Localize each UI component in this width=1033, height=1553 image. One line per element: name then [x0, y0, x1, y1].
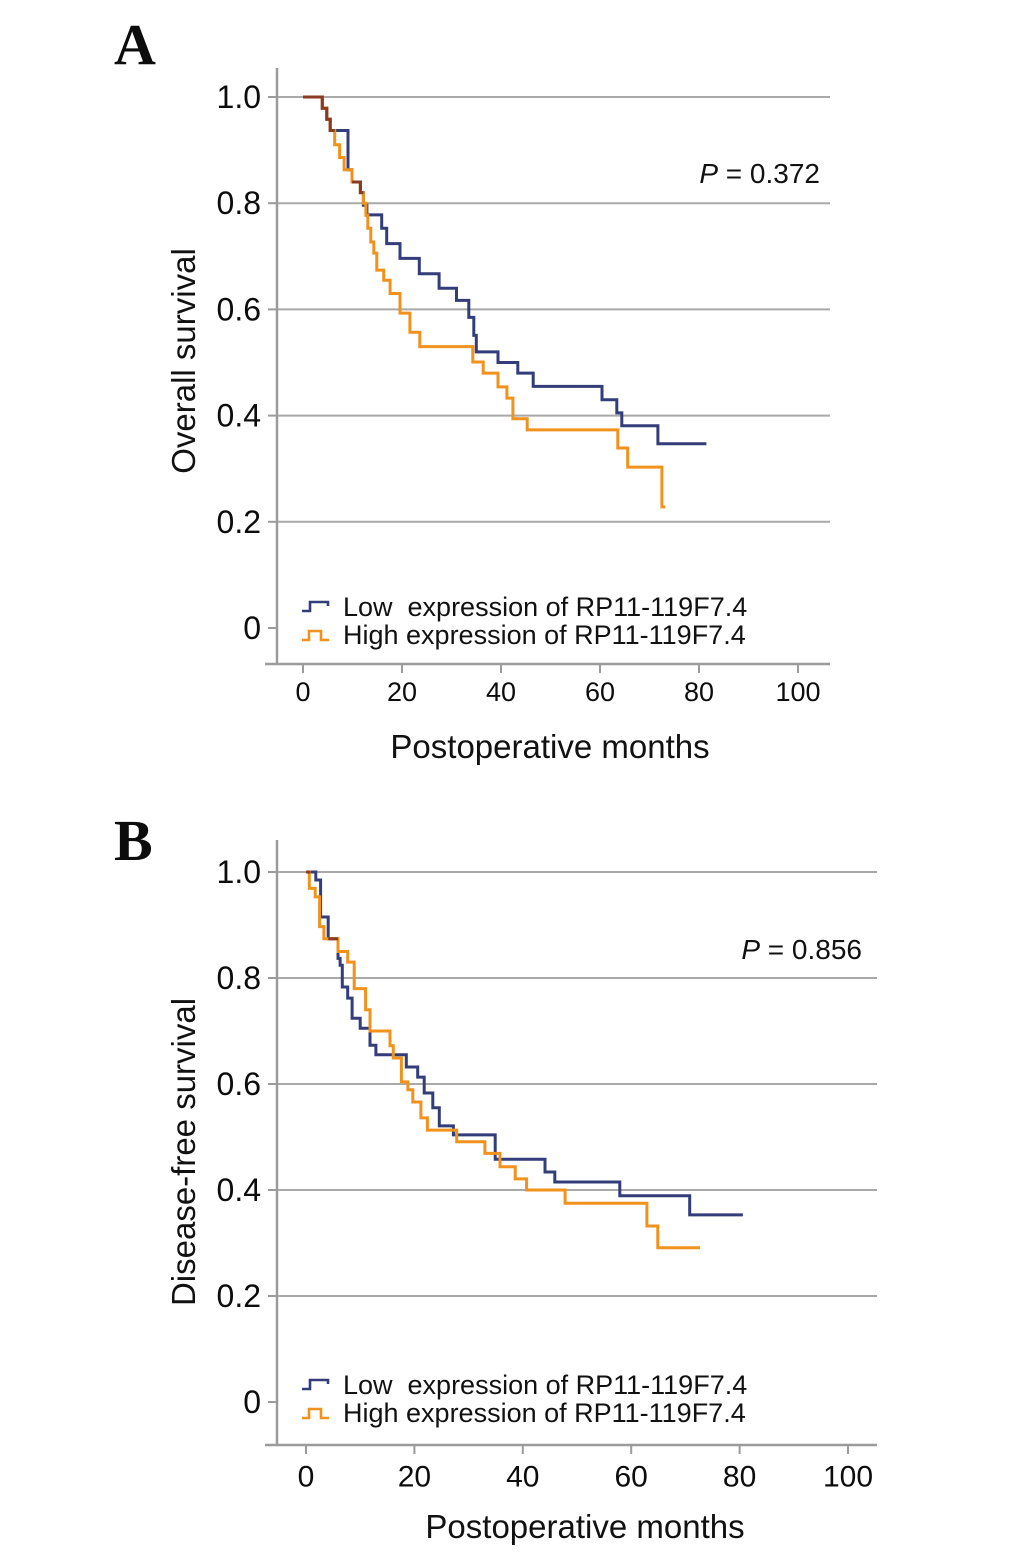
high-expression-curve-b: [306, 870, 700, 1250]
panel-b-letter: B: [114, 808, 153, 873]
x-tick-label: 20: [398, 1461, 431, 1494]
high-series-step-icon: [302, 629, 329, 642]
panel-b-y-axis-title: Disease-free survival: [165, 997, 202, 1307]
x-tick-label: 20: [387, 677, 417, 707]
legend-label-low: Low expression of RP11-119F7.4: [343, 592, 748, 622]
x-tick-label: 80: [723, 1461, 756, 1494]
legend-label-low: Low expression of RP11-119F7.4: [343, 1370, 748, 1400]
p-value-text: = 0.856: [760, 934, 862, 965]
x-tick-label: 0: [298, 1461, 315, 1494]
panel-a-y-axis-title: Overall survival: [165, 248, 202, 474]
y-tick-label: 1.0: [217, 79, 261, 115]
panel-a-p-value: P = 0.372: [668, 123, 820, 225]
y-tick-label: 0.2: [217, 1278, 261, 1314]
x-tick-label: 60: [585, 677, 615, 707]
legend-label-high: High expression of RP11-119F7.4: [343, 620, 746, 650]
y-tick-label: 0.8: [217, 185, 261, 221]
panel-b-legend-row-low: Low expression of RP11-119F7.4: [300, 1369, 747, 1401]
x-tick-label: 40: [506, 1461, 539, 1494]
p-symbol: P: [741, 934, 761, 965]
curves-overlap-segment-a: [352, 180, 364, 195]
x-tick-label: 80: [684, 677, 714, 707]
y-tick-label: 0.6: [217, 291, 261, 327]
x-tick-label: 100: [775, 677, 820, 707]
y-tick-label: 0.8: [217, 960, 261, 996]
high-expression-curve-a: [303, 95, 666, 509]
panel-a-legend-row-low: Low expression of RP11-119F7.4: [300, 591, 747, 623]
x-tick-label: 40: [486, 677, 516, 707]
low-series-step-icon: [302, 1378, 330, 1391]
x-tick-label: 0: [295, 677, 310, 707]
low-expression-curve-a: [303, 95, 707, 446]
legend-label-high: High expression of RP11-119F7.4: [343, 1398, 746, 1428]
y-tick-label: 0.2: [217, 504, 261, 540]
y-tick-label: 0.4: [217, 1172, 261, 1208]
high-series-step-icon: [302, 1407, 329, 1420]
p-value-text: = 0.372: [718, 158, 820, 189]
panel-a-x-axis-title: Postoperative months: [390, 728, 710, 765]
y-tick-label: 1.0: [217, 854, 261, 890]
panel-b-p-value: P = 0.856: [710, 899, 862, 1001]
panel-a-letter: A: [114, 12, 156, 77]
x-tick-label: 100: [823, 1461, 873, 1494]
panel-b-x-axis-title: Postoperative months: [425, 1508, 745, 1545]
panel-a-legend-row-high: High expression of RP11-119F7.4: [300, 619, 746, 651]
curves-overlap-segment-a: [303, 95, 335, 132]
low-expression-curve-b: [306, 870, 743, 1217]
panel-b-legend-row-high: High expression of RP11-119F7.4: [300, 1397, 746, 1429]
y-tick-label: 0: [243, 1384, 261, 1420]
low-series-step-icon: [302, 600, 330, 613]
y-tick-label: 0.4: [217, 398, 261, 434]
y-tick-label: 0.6: [217, 1066, 261, 1102]
x-tick-label: 60: [615, 1461, 648, 1494]
y-tick-label: 0: [243, 610, 261, 646]
p-symbol: P: [699, 158, 719, 189]
